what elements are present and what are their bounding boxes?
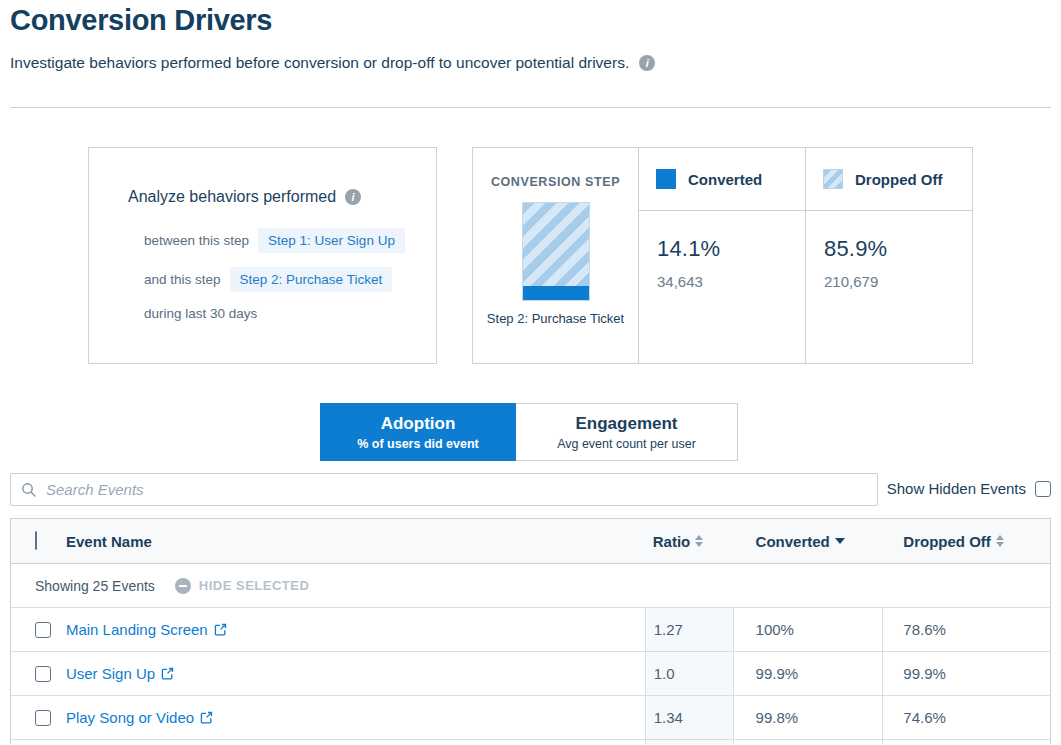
dropped-value: 74.6%: [883, 696, 1050, 739]
column-header-ratio[interactable]: Ratio: [645, 533, 734, 550]
analyze-panel-title: Analyze behaviors performed: [128, 188, 336, 206]
sort-icon: [695, 535, 703, 547]
conversion-step-cell: CONVERSION STEP Step 2: Purchase Ticket: [473, 148, 639, 363]
tab-engagement-label: Engagement: [575, 414, 677, 434]
select-all-checkbox[interactable]: [35, 531, 37, 550]
show-hidden-events-checkbox[interactable]: [1035, 481, 1051, 497]
events-table: Event Name Ratio Converted Dropped Off S…: [10, 518, 1051, 744]
dropped-header-label: Dropped Off: [903, 533, 991, 550]
page-subtitle: Investigate behaviors performed before c…: [10, 54, 629, 72]
column-header-converted[interactable]: Converted: [734, 533, 884, 550]
dropped-value: 99.9%: [883, 652, 1050, 695]
converted-count: 34,643: [657, 273, 805, 290]
converted-stat-cell: Converted 14.1% 34,643: [639, 148, 806, 363]
conversion-step-label: Step 2: Purchase Ticket: [487, 311, 624, 326]
converted-value: 99.8%: [734, 696, 884, 739]
external-link-icon: [161, 667, 174, 680]
ratio-value: 1.0: [645, 652, 734, 695]
converted-value: 99.9%: [734, 652, 884, 695]
search-icon: [21, 482, 37, 498]
table-toolbar-row: Showing 25 Events HIDE SELECTED: [11, 564, 1050, 608]
conversion-bar-converted-segment: [523, 286, 589, 300]
converted-legend-label: Converted: [688, 171, 762, 188]
event-link[interactable]: Play Song or Video: [66, 709, 213, 726]
dropped-stat-cell: Dropped Off 85.9% 210,679: [806, 148, 972, 363]
tab-adoption-label: Adoption: [381, 414, 456, 434]
dropped-legend-swatch-icon: [823, 169, 843, 189]
event-name: User Sign Up: [66, 665, 155, 682]
row-checkbox[interactable]: [35, 710, 51, 726]
tab-adoption-sublabel: % of users did event: [357, 437, 479, 451]
sort-desc-icon: [835, 538, 845, 544]
conversion-drivers-page: Conversion Drivers Investigate behaviors…: [0, 0, 1061, 745]
and-step-label: and this step: [144, 272, 221, 287]
table-row: Main Landing Screen 1.27 100% 78.6%: [11, 608, 1050, 652]
during-label: during last 30 days: [144, 306, 257, 321]
row-checkbox[interactable]: [35, 622, 51, 638]
event-name: Play Song or Video: [66, 709, 194, 726]
search-input[interactable]: [46, 481, 867, 498]
metric-tabs: Adoption % of users did event Engagement…: [320, 403, 738, 461]
conversion-bar-chart: [522, 202, 590, 301]
conversion-bar-dropped-segment: [523, 203, 589, 286]
ratio-value: 1.34: [645, 696, 734, 739]
dropped-percent: 85.9%: [824, 236, 972, 262]
between-step-label: between this step: [144, 233, 249, 248]
hide-selected-button[interactable]: HIDE SELECTED: [175, 578, 310, 594]
table-row: User Sign Up 1.0 99.9% 99.9%: [11, 652, 1050, 696]
showing-events-count: Showing 25 Events: [35, 578, 155, 594]
tab-adoption[interactable]: Adoption % of users did event: [320, 403, 516, 461]
page-title: Conversion Drivers: [10, 4, 272, 37]
table-header-row: Event Name Ratio Converted Dropped Off: [11, 519, 1050, 564]
search-box[interactable]: [10, 473, 878, 506]
show-hidden-events-label: Show Hidden Events: [887, 480, 1026, 497]
step2-selector[interactable]: Step 2: Purchase Ticket: [230, 267, 393, 292]
table-row: Play Song or Video 1.34 99.8% 74.6%: [11, 696, 1050, 740]
row-checkbox[interactable]: [35, 666, 51, 682]
dropped-legend-label: Dropped Off: [855, 171, 943, 188]
converted-legend-swatch-icon: [656, 169, 676, 189]
external-link-icon: [200, 711, 213, 724]
sort-icon: [996, 535, 1004, 547]
info-icon[interactable]: i: [345, 189, 361, 205]
info-icon[interactable]: i: [639, 55, 655, 71]
event-name: Main Landing Screen: [66, 621, 208, 638]
tab-engagement-sublabel: Avg event count per user: [557, 437, 696, 451]
minus-circle-icon: [175, 578, 191, 594]
analyze-panel: Analyze behaviors performed i between th…: [88, 147, 437, 364]
dropped-value: 78.6%: [883, 608, 1050, 651]
event-link[interactable]: Main Landing Screen: [66, 621, 227, 638]
conversion-step-header: CONVERSION STEP: [491, 175, 620, 189]
converted-percent: 14.1%: [657, 236, 805, 262]
event-link[interactable]: User Sign Up: [66, 665, 174, 682]
tab-engagement[interactable]: Engagement Avg event count per user: [516, 403, 738, 461]
dropped-count: 210,679: [824, 273, 972, 290]
ratio-header-label: Ratio: [653, 533, 691, 550]
conversion-panel: CONVERSION STEP Step 2: Purchase Ticket …: [472, 147, 973, 364]
converted-header-label: Converted: [756, 533, 830, 550]
step1-selector[interactable]: Step 1: User Sign Up: [258, 228, 405, 253]
column-header-dropped-off[interactable]: Dropped Off: [883, 533, 1050, 550]
ratio-value: 1.27: [645, 608, 734, 651]
header-divider: [10, 107, 1051, 108]
hide-selected-label: HIDE SELECTED: [199, 578, 310, 593]
table-row-partial: [11, 740, 1050, 744]
column-header-event-name[interactable]: Event Name: [66, 533, 645, 550]
external-link-icon: [214, 623, 227, 636]
converted-value: 100%: [734, 608, 884, 651]
